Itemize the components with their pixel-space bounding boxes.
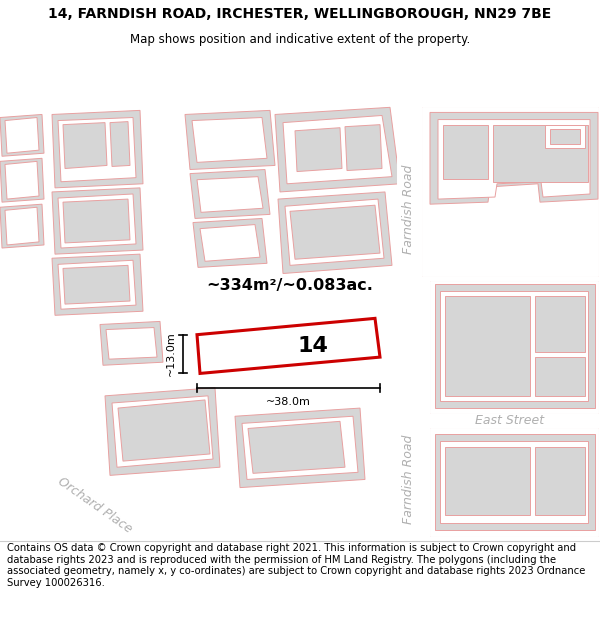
Polygon shape (422, 107, 598, 276)
Polygon shape (52, 254, 143, 315)
Polygon shape (430, 281, 598, 413)
Polygon shape (430, 429, 598, 536)
Bar (397, 107, 419, 597)
Polygon shape (535, 357, 585, 396)
Polygon shape (193, 219, 267, 268)
Polygon shape (493, 124, 588, 182)
Text: 14, FARNDISH ROAD, IRCHESTER, WELLINGBOROUGH, NN29 7BE: 14, FARNDISH ROAD, IRCHESTER, WELLINGBOR… (49, 8, 551, 21)
Polygon shape (242, 416, 358, 479)
Polygon shape (550, 129, 580, 144)
Text: 14: 14 (298, 336, 328, 356)
Text: East Street: East Street (475, 414, 545, 427)
Polygon shape (192, 118, 267, 162)
Polygon shape (440, 291, 588, 401)
Polygon shape (58, 194, 136, 248)
Polygon shape (52, 188, 143, 254)
Polygon shape (197, 177, 263, 212)
Polygon shape (58, 260, 136, 309)
Polygon shape (190, 169, 270, 219)
Text: Farndish Road: Farndish Road (401, 435, 415, 524)
Polygon shape (106, 328, 157, 359)
Polygon shape (445, 447, 530, 515)
Polygon shape (295, 127, 342, 171)
Polygon shape (105, 388, 220, 476)
Polygon shape (430, 429, 598, 536)
Polygon shape (283, 116, 392, 184)
Polygon shape (63, 199, 130, 243)
Polygon shape (290, 205, 380, 259)
Polygon shape (545, 124, 585, 148)
Polygon shape (445, 296, 530, 396)
Polygon shape (0, 158, 44, 202)
Polygon shape (118, 400, 210, 461)
Polygon shape (63, 266, 130, 304)
Polygon shape (0, 204, 44, 248)
Polygon shape (278, 192, 392, 274)
Polygon shape (535, 296, 585, 352)
Polygon shape (110, 122, 130, 166)
Polygon shape (5, 161, 39, 199)
Text: Orchard Place: Orchard Place (55, 474, 134, 536)
Polygon shape (0, 114, 44, 156)
Polygon shape (185, 111, 275, 169)
Text: ~13.0m: ~13.0m (166, 332, 176, 376)
Polygon shape (440, 441, 588, 523)
Polygon shape (58, 118, 136, 182)
Polygon shape (435, 434, 595, 531)
Text: Map shows position and indicative extent of the property.: Map shows position and indicative extent… (130, 34, 470, 46)
Polygon shape (430, 281, 598, 413)
Polygon shape (248, 421, 345, 473)
Text: Farndish Road: Farndish Road (401, 164, 415, 254)
Polygon shape (430, 112, 598, 204)
Polygon shape (422, 107, 598, 276)
Polygon shape (200, 224, 260, 261)
Polygon shape (275, 107, 400, 192)
Text: Contains OS data © Crown copyright and database right 2021. This information is : Contains OS data © Crown copyright and d… (7, 543, 586, 588)
Polygon shape (235, 408, 365, 488)
Text: ~334m²/~0.083ac.: ~334m²/~0.083ac. (206, 278, 373, 293)
Polygon shape (443, 124, 488, 179)
Polygon shape (5, 208, 39, 245)
Polygon shape (112, 396, 213, 468)
Polygon shape (345, 124, 382, 171)
Polygon shape (435, 284, 595, 408)
Polygon shape (100, 321, 163, 365)
Polygon shape (197, 318, 380, 373)
Polygon shape (285, 199, 384, 266)
Polygon shape (63, 122, 107, 169)
Polygon shape (535, 447, 585, 515)
Polygon shape (5, 118, 39, 153)
Text: ~38.0m: ~38.0m (266, 397, 311, 407)
Polygon shape (438, 119, 590, 199)
Polygon shape (52, 111, 143, 188)
